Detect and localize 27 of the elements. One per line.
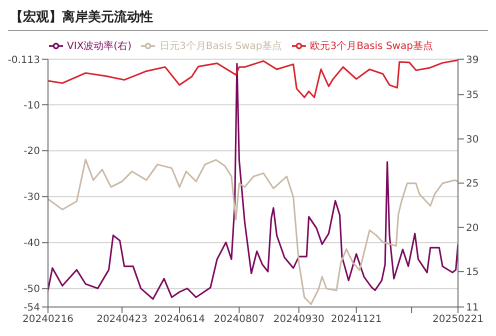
- chart-title: 【宏观】离岸美元流动性: [8, 8, 488, 31]
- x-tick-label: 20250221: [432, 314, 484, 326]
- y-tick-label: -40: [24, 238, 40, 250]
- y2-tick-label: 20: [466, 222, 479, 234]
- legend-label: 欧元3个月Basis Swap基点: [310, 41, 433, 52]
- y-tick-label: -50: [24, 284, 40, 296]
- y2-tick-label: 35: [466, 90, 479, 102]
- x-tick-label: 20240930: [273, 314, 324, 326]
- line-series: [48, 62, 458, 300]
- x-tick-label: 20241121: [330, 314, 382, 326]
- y-tick-label: -10: [24, 100, 40, 112]
- y-tick-label: -54: [24, 302, 40, 314]
- y2-tick-label: 15: [466, 267, 479, 278]
- y2-tick-label: 25: [466, 178, 479, 190]
- legend-label: 日元3个月Basis Swap基点: [159, 41, 282, 52]
- y2-tick-label: 30: [466, 134, 479, 146]
- y-tick-label: -0.113: [8, 54, 40, 66]
- x-tick-label: 20240423: [96, 314, 148, 326]
- line-series: [48, 59, 458, 98]
- y2-tick-label: 39: [466, 54, 479, 66]
- x-tick-label: 20240807: [214, 314, 265, 326]
- x-tick-label: 20240614: [154, 314, 205, 326]
- y-tick-label: -30: [24, 192, 40, 204]
- y2-tick-label: 11: [466, 302, 479, 314]
- y-tick-label: -20: [24, 146, 40, 158]
- legend-label: VIX波动率(右): [67, 41, 132, 52]
- x-tick-label: 20240216: [22, 314, 74, 326]
